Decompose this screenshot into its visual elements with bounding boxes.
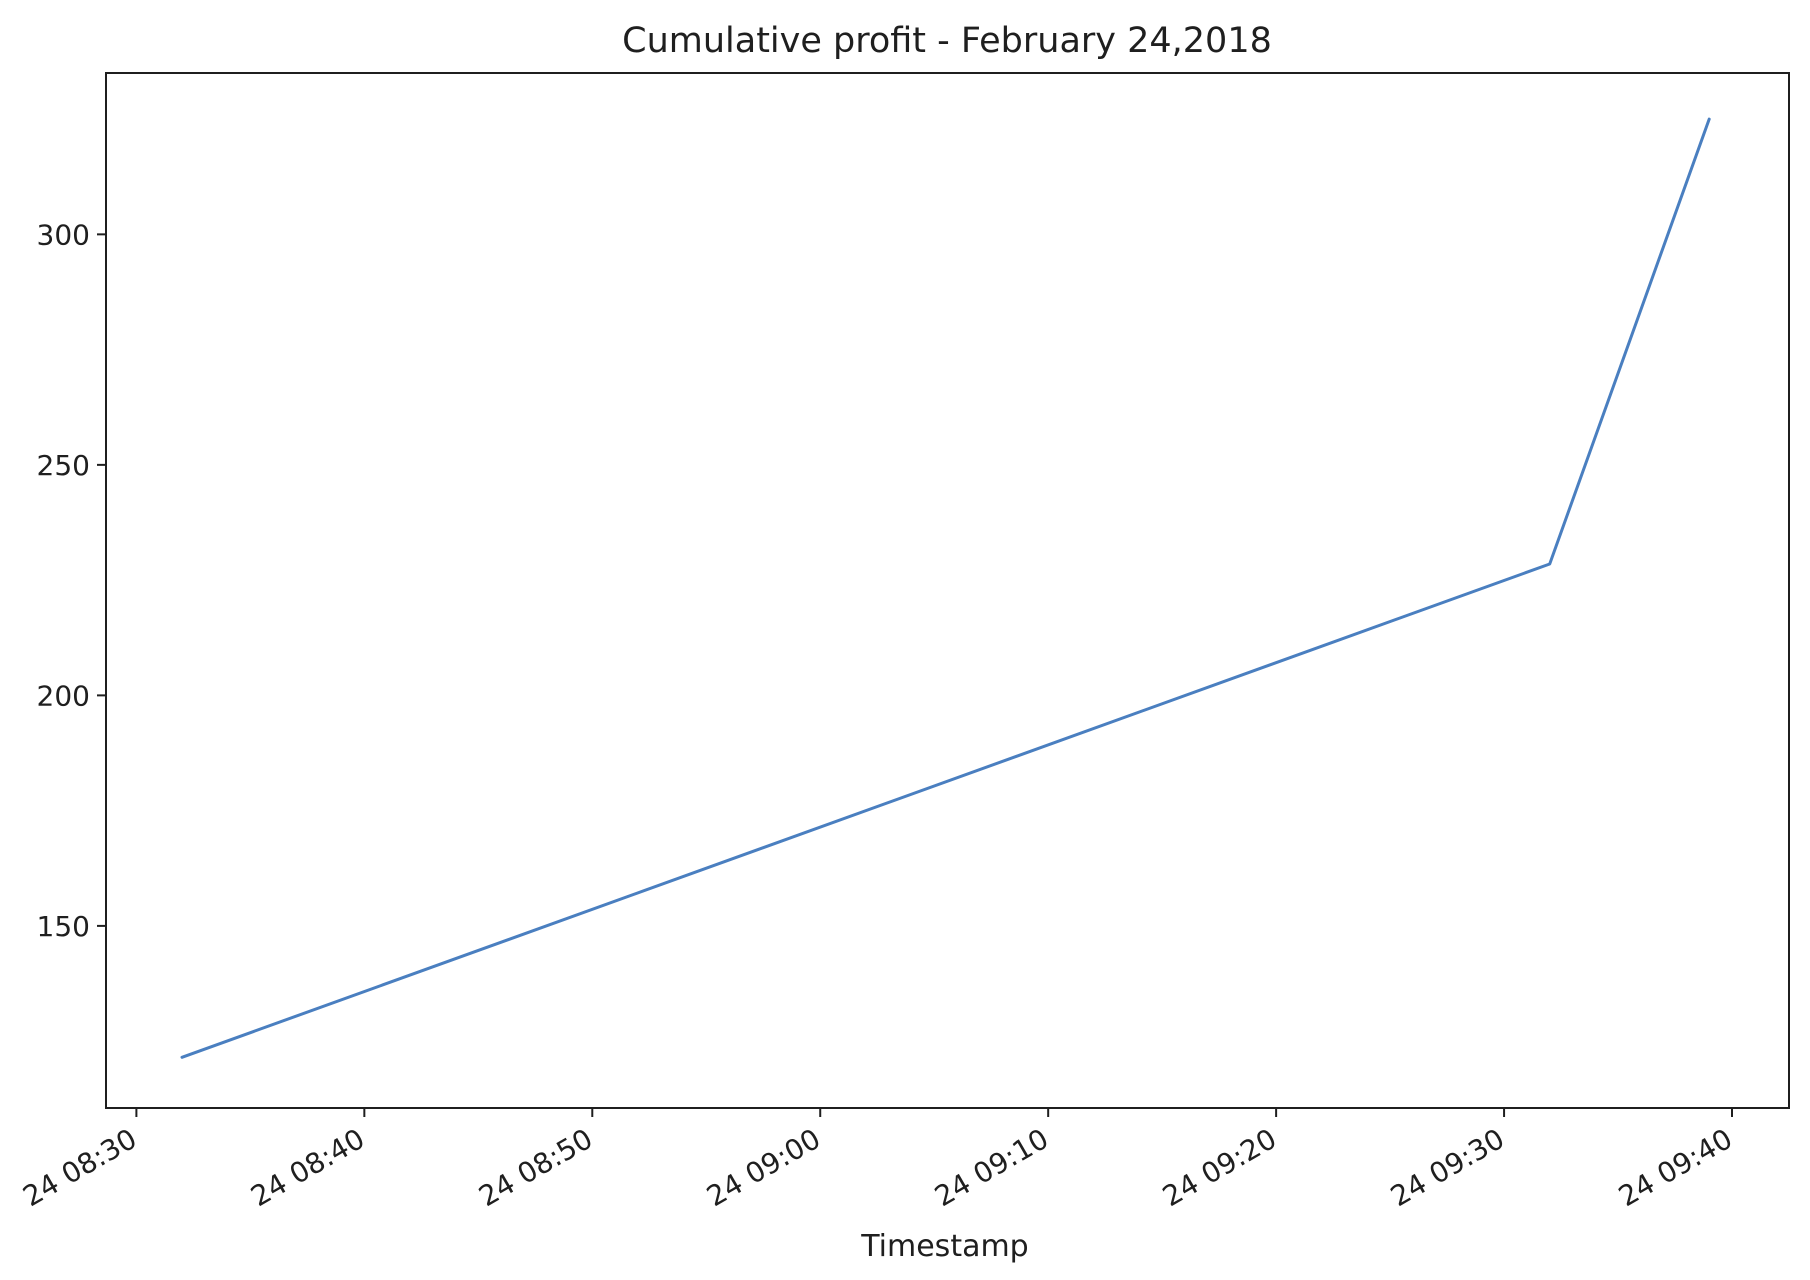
series-layer [180, 117, 1711, 1059]
x-tick-label: 24 08:30 [17, 1122, 142, 1213]
x-tick-label: 24 08:40 [245, 1122, 370, 1213]
y-tick-label: 250 [37, 449, 90, 482]
x-tick-label: 24 08:50 [473, 1122, 598, 1213]
x-axis-label: Timestamp [860, 1229, 1028, 1264]
chart-title: Cumulative profit - February 24,2018 [622, 21, 1272, 61]
y-tick-label: 300 [37, 218, 90, 251]
x-tick-label: 24 09:30 [1385, 1122, 1510, 1213]
series-line [180, 117, 1711, 1059]
y-axis: 150 200 250 300 [37, 218, 106, 943]
x-tick-label: 24 09:20 [1157, 1122, 1282, 1213]
plot-area-frame [105, 72, 1790, 1109]
x-tick-label: 24 09:40 [1613, 1122, 1738, 1213]
x-tick-label: 24 09:10 [929, 1122, 1054, 1213]
x-tick-label: 24 09:00 [701, 1122, 826, 1213]
x-axis: 24 08:30 24 08:40 24 08:50 24 09:00 24 09:10… [17, 1108, 1738, 1213]
y-tick-label: 150 [37, 910, 90, 943]
y-tick-label: 200 [37, 679, 90, 712]
